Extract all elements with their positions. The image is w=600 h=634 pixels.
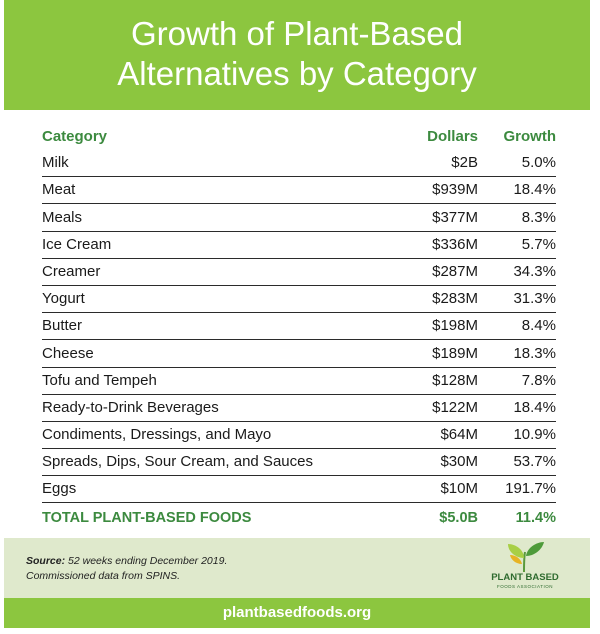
logo-text: PLANT BASED xyxy=(491,572,559,583)
infographic: Growth of Plant-Based Alternatives by Ca… xyxy=(4,0,590,630)
row-growth: 5.0% xyxy=(521,154,556,172)
table-row: Creamer $287M 34.3% xyxy=(42,259,556,286)
total-label: TOTAL PLANT-BASED FOODS xyxy=(42,509,252,526)
row-category: Meals xyxy=(42,208,83,226)
row-growth: 18.3% xyxy=(513,344,556,362)
row-growth: 8.4% xyxy=(521,317,556,335)
row-dollars: $10M xyxy=(440,480,478,498)
column-header-growth: Growth xyxy=(503,128,557,145)
row-dollars: $287M xyxy=(432,262,478,280)
row-growth: 53.7% xyxy=(513,453,556,471)
table-row: Milk $2B 5.0% xyxy=(42,150,556,178)
row-dollars: $198M xyxy=(432,317,478,335)
bottom-banner: plantbasedfoods.org xyxy=(4,598,590,628)
row-dollars: $939M xyxy=(432,181,478,199)
title-line-1: Growth of Plant-Based xyxy=(131,15,463,52)
row-growth: 191.7% xyxy=(505,480,556,498)
row-dollars: $128M xyxy=(432,371,478,389)
table-header-row: Category Dollars Growth xyxy=(42,124,556,150)
total-growth: 11.4% xyxy=(515,509,556,526)
table-row: Eggs $10M 191.7% xyxy=(42,476,556,504)
row-category: Yogurt xyxy=(42,290,85,308)
table-row: Condiments, Dressings, and Mayo $64M 10.9% xyxy=(42,422,556,450)
row-dollars: $122M xyxy=(432,398,478,416)
row-category: Butter xyxy=(42,317,83,335)
row-dollars: $64M xyxy=(440,426,478,444)
table-total-row: TOTAL PLANT-BASED FOODS $5.0B 11.4% xyxy=(42,503,556,530)
row-category: Spreads, Dips, Sour Cream, and Sauces xyxy=(42,453,313,471)
data-table: Category Dollars Growth Milk $2B 5.0% Meat $… xyxy=(42,124,556,531)
row-growth: 10.9% xyxy=(513,426,556,444)
row-category: Eggs xyxy=(42,480,77,498)
row-category: Creamer xyxy=(42,262,101,280)
footer-source-band: Source: 52 weeks ending December 2019. C… xyxy=(4,538,590,598)
row-category: Meat xyxy=(42,181,76,199)
row-dollars: $283M xyxy=(432,290,478,308)
table-row: Ice Cream $336M 5.7% xyxy=(42,232,556,259)
table-row: Butter $198M 8.4% xyxy=(42,313,556,341)
row-category: Milk xyxy=(42,154,69,172)
table-row: Yogurt $283M 31.3% xyxy=(42,286,556,314)
column-header-dollars: Dollars xyxy=(427,128,478,145)
row-growth: 31.3% xyxy=(513,290,556,308)
source-line-2: Commissioned data from SPINS. xyxy=(26,570,181,582)
column-header-category: Category xyxy=(42,128,108,145)
source-line-1: 52 weeks ending December 2019. xyxy=(68,555,228,567)
row-category: Ready-to-Drink Beverages xyxy=(42,398,219,416)
row-category: Cheese xyxy=(42,344,94,362)
row-dollars: $2B xyxy=(451,154,478,172)
header-banner: Growth of Plant-Based Alternatives by Ca… xyxy=(4,0,590,110)
row-dollars: $336M xyxy=(432,235,478,253)
table-row: Spreads, Dips, Sour Cream, and Sauces $30… xyxy=(42,449,556,477)
website-url[interactable]: plantbasedfoods.org xyxy=(222,604,372,621)
row-growth: 18.4% xyxy=(513,181,556,199)
source-label: Source: xyxy=(26,555,66,567)
table-row: Ready-to-Drink Beverages $122M 18.4% xyxy=(42,395,556,422)
total-dollars: $5.0B xyxy=(439,509,478,526)
table-row: Meals $377M 8.3% xyxy=(42,204,556,232)
row-growth: 7.8% xyxy=(521,371,556,389)
plant-based-foods-logo: PLANT BASED FOODS ASSOCIATION xyxy=(480,540,570,596)
table-row: Meat $939M 18.4% xyxy=(42,177,556,205)
row-category: Condiments, Dressings, and Mayo xyxy=(42,426,272,444)
row-dollars: $377M xyxy=(432,208,478,226)
page-title: Growth of Plant-Based Alternatives by Ca… xyxy=(4,14,590,94)
row-dollars: $189M xyxy=(432,344,478,362)
row-category: Tofu and Tempeh xyxy=(42,371,157,389)
row-growth: 18.4% xyxy=(513,398,556,416)
logo-subtext: FOODS ASSOCIATION xyxy=(497,584,553,589)
source-note: Source: 52 weeks ending December 2019. C… xyxy=(26,554,227,584)
title-line-2: Alternatives by Category xyxy=(117,55,477,92)
table-row: Tofu and Tempeh $128M 7.8% xyxy=(42,368,556,395)
row-growth: 34.3% xyxy=(513,262,556,280)
table-area: Category Dollars Growth Milk $2B 5.0% Meat $… xyxy=(4,110,590,538)
table-row: Cheese $189M 18.3% xyxy=(42,340,556,368)
leaf-sprout-icon xyxy=(508,542,544,573)
row-dollars: $30M xyxy=(440,453,478,471)
row-growth: 8.3% xyxy=(521,208,556,226)
row-category: Ice Cream xyxy=(42,235,112,253)
row-growth: 5.7% xyxy=(521,235,556,253)
